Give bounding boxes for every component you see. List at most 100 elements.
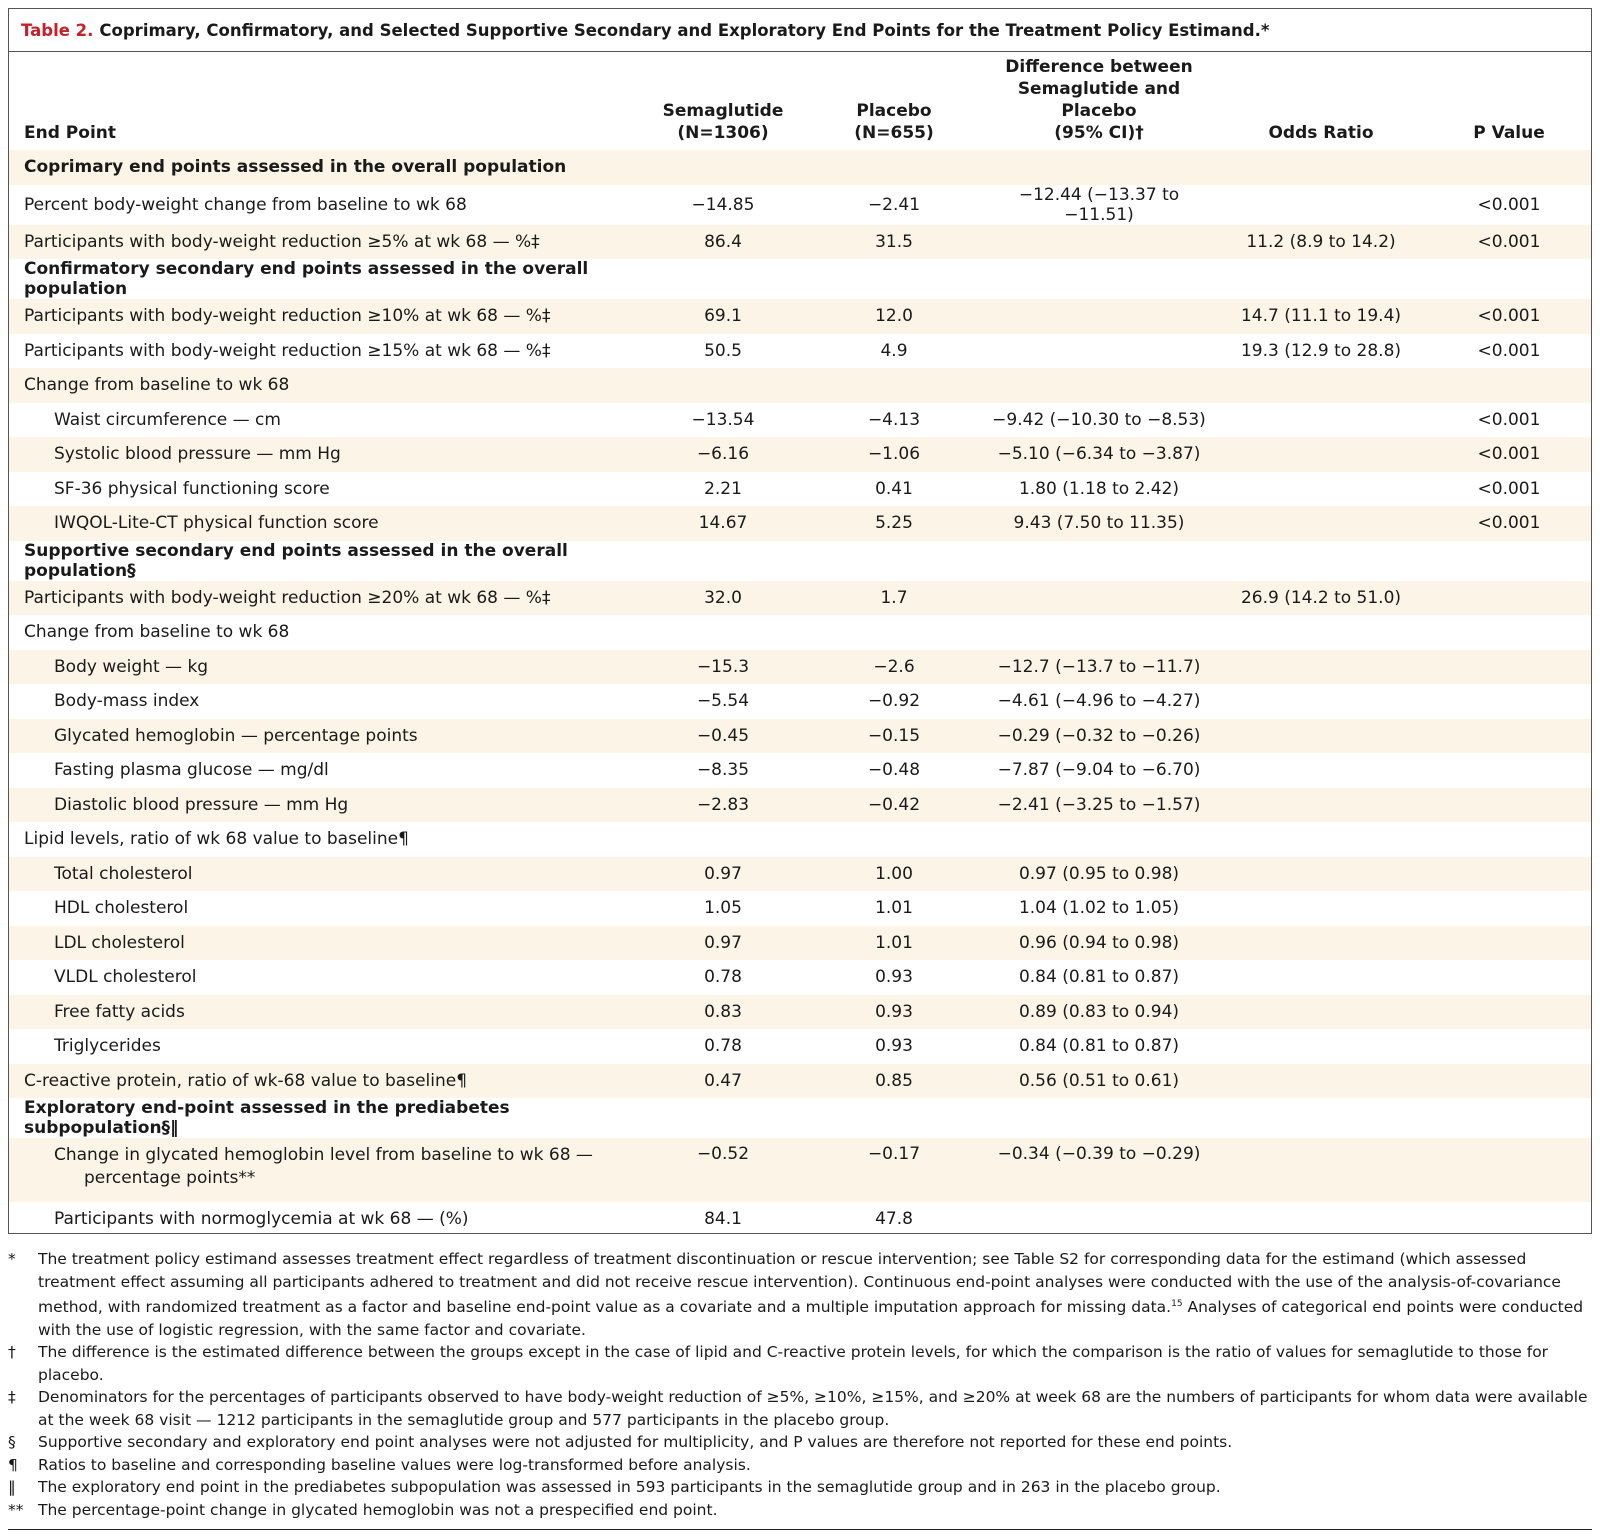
semaglutide-cell: −6.16 bbox=[641, 437, 805, 472]
semaglutide-cell: 86.4 bbox=[641, 224, 805, 259]
placebo-cell: −0.17 bbox=[805, 1138, 983, 1202]
odds-ratio-cell bbox=[1215, 684, 1427, 719]
end-point-cell: Confirmatory secondary end points assess… bbox=[24, 259, 589, 299]
table-row: Change in glycated hemoglobin level from… bbox=[9, 1138, 1591, 1202]
p-value-cell bbox=[1427, 787, 1591, 822]
p-value-cell bbox=[1427, 649, 1591, 684]
end-point-cell: Participants with body-weight reduction … bbox=[9, 299, 641, 334]
end-point-cell: Coprimary end points assessed in the ove… bbox=[9, 150, 641, 185]
odds-ratio-cell bbox=[1215, 150, 1427, 185]
placebo-cell: −0.48 bbox=[867, 760, 921, 781]
table-row: Free fatty acids 0.83 0.93 0.89 (0.83 to 0.… bbox=[9, 994, 1591, 1029]
difference-cell bbox=[983, 822, 1215, 857]
header-placebo: Placebo (N=655) bbox=[854, 101, 934, 143]
table-row: Participants with normoglycemia at wk 68… bbox=[9, 1202, 1591, 1237]
difference-cell: 0.97 (0.95 to 0.98) bbox=[983, 856, 1215, 891]
odds-ratio-cell bbox=[1215, 185, 1427, 225]
table-row: Glycated hemoglobin — percentage points −… bbox=[9, 718, 1591, 753]
p-value-cell bbox=[1427, 925, 1591, 960]
odds-ratio-cell bbox=[1215, 925, 1427, 960]
placebo-cell: −0.15 bbox=[805, 718, 983, 753]
semaglutide-cell bbox=[641, 150, 805, 185]
difference-cell: −9.42 (−10.30 to −8.53) bbox=[992, 409, 1206, 430]
table-row: Participants with body-weight reduction … bbox=[9, 299, 1591, 334]
table-row: Systolic blood pressure — mm Hg −6.16 −1.0… bbox=[9, 437, 1591, 472]
footnote-symbol: * bbox=[8, 1250, 16, 1268]
placebo-cell bbox=[805, 368, 983, 403]
footnote: ¶ Ratios to baseline and corresponding ba… bbox=[8, 1454, 1592, 1477]
difference-cell bbox=[983, 368, 1215, 403]
semaglutide-cell: 0.97 bbox=[641, 925, 805, 960]
difference-cell: 0.84 (0.81 to 0.87) bbox=[1018, 1036, 1180, 1057]
semaglutide-cell: 14.67 bbox=[641, 506, 805, 541]
end-point-cell: Triglycerides bbox=[54, 1036, 161, 1057]
odds-ratio-cell bbox=[1215, 368, 1427, 403]
end-point-cell: LDL cholesterol bbox=[9, 925, 641, 960]
semaglutide-cell: −0.52 bbox=[641, 1138, 805, 1202]
difference-cell bbox=[983, 1098, 1215, 1138]
end-point-cell: Exploratory end-point assessed in the pr… bbox=[24, 1098, 510, 1138]
end-point-cell: Change in glycated hemoglobin level from… bbox=[9, 1138, 641, 1202]
odds-ratio-cell bbox=[1215, 960, 1427, 995]
odds-ratio-cell: 14.7 (11.1 to 19.4) bbox=[1215, 299, 1427, 334]
difference-cell bbox=[983, 1202, 1215, 1237]
semaglutide-cell: −5.54 bbox=[696, 691, 750, 712]
p-value-cell bbox=[1427, 615, 1591, 650]
end-point-cell: Diastolic blood pressure — mm Hg bbox=[9, 787, 641, 822]
placebo-cell bbox=[805, 1098, 983, 1138]
placebo-cell: −4.13 bbox=[867, 409, 921, 430]
table-row: Triglycerides 0.78 0.93 0.84 (0.81 to 0.87) bbox=[9, 1029, 1591, 1064]
semaglutide-cell: 0.78 bbox=[704, 1036, 742, 1057]
p-value-cell: <0.001 bbox=[1477, 478, 1541, 499]
end-point-cell: Participants with body-weight reduction … bbox=[9, 580, 641, 615]
difference-cell: 0.89 (0.83 to 0.94) bbox=[983, 994, 1215, 1029]
table-row: HDL cholesterol 1.05 1.01 1.04 (1.02 to 1.0… bbox=[9, 891, 1591, 926]
semaglutide-cell: 0.47 bbox=[641, 1063, 805, 1098]
end-point-cell: Percent body-weight change from baseline… bbox=[24, 194, 467, 215]
p-value-cell bbox=[1427, 856, 1591, 891]
odds-ratio-cell bbox=[1215, 753, 1427, 788]
difference-cell: 0.84 (0.81 to 0.87) bbox=[1018, 967, 1180, 988]
placebo-cell bbox=[805, 541, 983, 581]
p-value-cell: <0.001 bbox=[1477, 340, 1541, 361]
placebo-cell bbox=[805, 615, 983, 650]
table-row: C-reactive protein, ratio of wk-68 value… bbox=[9, 1063, 1591, 1098]
footnote-text: The difference is the estimated differen… bbox=[38, 1341, 1592, 1386]
section-header-row: Supportive secondary end points assessed… bbox=[9, 541, 1591, 581]
table-title: Table 2. Coprimary, Confirmatory, and Se… bbox=[9, 9, 1591, 52]
odds-ratio-cell bbox=[1215, 506, 1427, 541]
placebo-cell: 31.5 bbox=[805, 224, 983, 259]
table-number: Table 2. bbox=[21, 20, 94, 40]
difference-cell: 1.80 (1.18 to 2.42) bbox=[1018, 478, 1180, 499]
end-point-cell: Participants with body-weight reduction … bbox=[24, 340, 551, 361]
header-difference: Difference between Semaglutide and Placeb… bbox=[1005, 57, 1193, 143]
difference-cell: −2.41 (−3.25 to −1.57) bbox=[983, 787, 1215, 822]
footnotes: * The treatment policy estimand assesses … bbox=[8, 1248, 1592, 1521]
footnote-text-part: The percentage-point change in glycated … bbox=[38, 1500, 718, 1519]
table-caption: Coprimary, Confirmatory, and Selected Su… bbox=[99, 20, 1270, 40]
footnote-symbol: ‖ bbox=[8, 1478, 16, 1497]
difference-cell bbox=[983, 259, 1215, 299]
semaglutide-cell: 50.5 bbox=[704, 340, 742, 361]
odds-ratio-cell bbox=[1215, 472, 1427, 507]
table-row: Total cholesterol 0.97 1.00 0.97 (0.95 to 0… bbox=[9, 856, 1591, 891]
semaglutide-cell: 0.97 bbox=[641, 856, 805, 891]
end-point-cell: IWQOL-Lite-CT physical function score bbox=[9, 506, 641, 541]
end-point-cell: Lipid levels, ratio of wk 68 value to ba… bbox=[24, 829, 409, 850]
difference-cell: −0.34 (−0.39 to −0.29) bbox=[983, 1138, 1215, 1202]
table-row: SF-36 physical functioning score 2.21 0.41… bbox=[9, 472, 1591, 507]
difference-cell bbox=[983, 580, 1215, 615]
placebo-cell: 12.0 bbox=[805, 299, 983, 334]
semaglutide-cell: −0.45 bbox=[641, 718, 805, 753]
footnote-text-part: Analyses of categorical end points were … bbox=[38, 1298, 1584, 1339]
end-point-cell: Change from baseline to wk 68 bbox=[9, 368, 641, 403]
semaglutide-cell: −8.35 bbox=[696, 760, 750, 781]
footnote-symbol: † bbox=[8, 1343, 16, 1362]
difference-cell: 0.96 (0.94 to 0.98) bbox=[983, 925, 1215, 960]
p-value-cell bbox=[1427, 684, 1591, 719]
semaglutide-cell: 69.1 bbox=[641, 299, 805, 334]
table-row: Participants with body-weight reduction … bbox=[9, 334, 1591, 369]
table-row: Lipid levels, ratio of wk 68 value to ba… bbox=[9, 822, 1591, 857]
footnote-text: The treatment policy estimand assesses t… bbox=[38, 1248, 1592, 1341]
placebo-cell: 5.25 bbox=[805, 506, 983, 541]
